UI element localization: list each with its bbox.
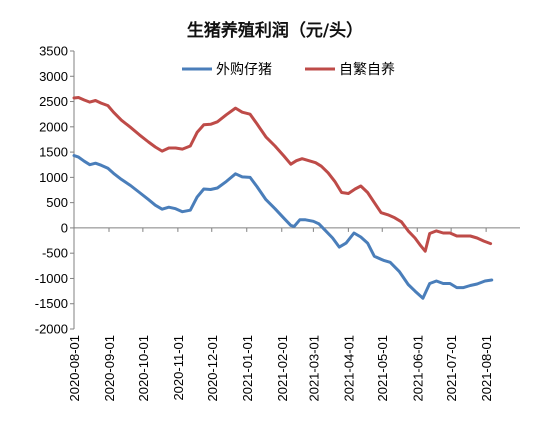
x-tick-label: 2021-03-01 [306, 335, 321, 402]
y-tick-label: 500 [46, 195, 68, 210]
y-tick-label: -500 [42, 246, 68, 261]
x-tick-label: 2021-02-01 [275, 335, 290, 402]
y-tick-label: 2000 [39, 119, 68, 134]
legend: 外购仔猪 自繁自养 [182, 62, 395, 78]
series-line-1 [72, 154, 494, 300]
legend-label-2: 自繁自养 [339, 62, 395, 78]
x-tick-label: 2021-07-01 [444, 335, 459, 402]
x-tick-label: 2020-12-01 [205, 335, 220, 402]
x-tick-label: 2021-05-01 [375, 335, 390, 402]
chart-title: 生猪养殖利润（元/头） [187, 20, 363, 41]
y-tick-label: 0 [61, 220, 68, 235]
legend-label-1: 外购仔猪 [216, 62, 272, 78]
x-tick-label: 2021-06-01 [410, 335, 425, 402]
x-tick-label: 2021-04-01 [341, 335, 356, 402]
y-axis: -2000 -1500 -1000 -500 0 500 1000 1500 2000 2500 3… [35, 44, 75, 337]
y-tick-label: 1500 [39, 145, 68, 160]
series-line-2 [72, 96, 493, 253]
x-tick-label: 2020-09-01 [102, 335, 117, 402]
series-layer [72, 96, 494, 300]
y-tick-label: 2500 [39, 94, 68, 109]
y-tick-label: -1000 [35, 271, 68, 286]
x-tick-label: 2021-08-01 [479, 335, 494, 402]
x-tick-label: 2020-11-01 [171, 335, 186, 401]
y-tick-label: 1000 [39, 170, 68, 185]
y-tick-label: -1500 [35, 296, 68, 311]
x-tick-label: 2020-10-01 [136, 335, 151, 402]
x-tick-label: 2020-08-01 [67, 335, 82, 402]
y-tick-label: 3500 [39, 44, 68, 59]
y-tick-label: -2000 [35, 322, 68, 337]
y-tick-label: 3000 [39, 69, 68, 84]
x-axis: 2020-08-01 2020-09-01 2020-10-01 2020-11-01… [67, 227, 520, 402]
x-tick-label: 2021-01-01 [240, 335, 255, 402]
